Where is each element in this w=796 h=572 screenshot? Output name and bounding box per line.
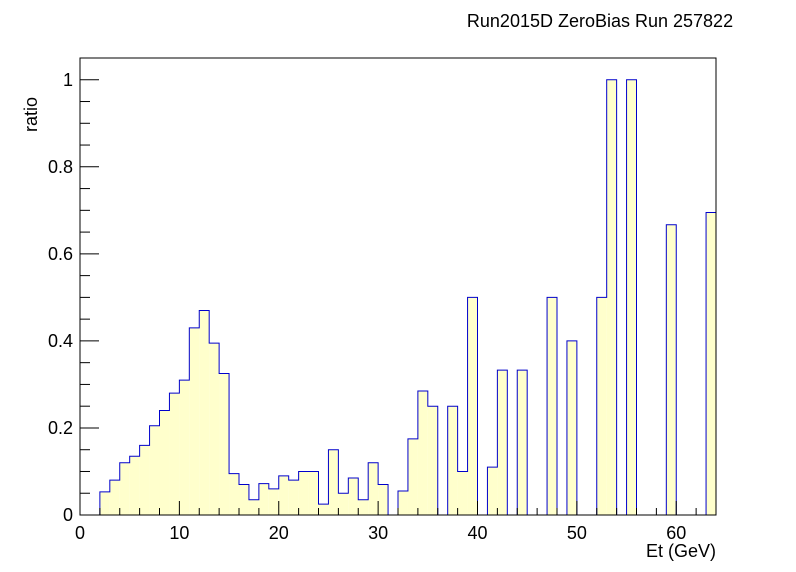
histogram-bar [547,297,557,515]
histogram-bar [517,370,528,515]
histogram-bar [566,340,577,515]
histogram-bar [378,484,389,515]
histogram-bar [666,224,677,515]
histogram-bar [288,480,299,515]
x-axis-label: Et (GeV) [646,541,716,561]
histogram-bar [596,297,607,515]
histogram-bar [706,212,716,515]
histogram-bar [278,475,289,515]
chart-title: Run2015D ZeroBias Run 257822 [467,11,733,31]
histogram-bar [497,370,508,515]
histogram-bar [189,327,200,515]
histogram-bar [139,445,150,515]
x-tick-label: 10 [169,523,189,543]
histogram-bar [447,406,458,515]
histogram-bar [248,499,259,515]
y-tick-label: 0.8 [48,157,73,177]
histogram-bar [328,449,339,515]
histogram-bar [169,393,180,515]
histogram-bar [398,491,408,515]
x-tick-label: 30 [368,523,388,543]
histogram-bar [219,373,230,515]
x-axis: 0 10 20 30 40 50 60 [75,501,717,543]
histogram-bar [159,410,170,515]
histogram-bar [427,406,438,515]
histogram-bar [229,473,239,515]
y-tick-label: 1 [63,70,73,90]
histogram-bar [129,456,140,515]
histogram-bar [626,79,637,515]
histogram-bar [417,390,428,515]
histogram-bar [258,483,269,515]
histogram-bar [268,488,279,515]
y-axis-label: ratio [21,97,41,132]
histogram-bar [109,480,120,515]
histogram-bar [149,425,160,515]
y-axis: 0 0.2 0.4 0.6 0.8 1 [48,70,99,525]
histogram-bar [308,471,319,515]
x-tick-label: 50 [567,523,587,543]
histogram-bar [358,499,369,515]
x-tick-label: 20 [269,523,289,543]
y-tick-label: 0.2 [48,418,73,438]
histogram-bar [318,504,329,515]
x-tick-label: 40 [467,523,487,543]
histogram-bar [487,467,498,515]
histogram-bar [179,380,190,515]
histogram-bar [199,310,210,515]
histogram-bar [209,343,220,515]
histogram-bar [467,297,478,515]
y-tick-label: 0.6 [48,244,73,264]
y-tick-label: 0.4 [48,331,73,351]
y-tick-label: 0 [63,505,73,525]
x-tick-label: 60 [666,523,686,543]
histogram-bar [239,484,249,515]
histogram-bar [407,438,418,515]
histogram-bars [99,79,716,515]
histogram-bar [457,471,468,515]
histogram-bar [606,79,617,515]
histogram-bar [119,462,130,515]
histogram-bar [338,493,349,515]
histogram-bar [298,471,309,515]
x-tick-label: 0 [75,523,85,543]
histogram-bar [99,491,110,515]
histogram-bar [368,462,379,515]
histogram-bar [348,478,359,515]
